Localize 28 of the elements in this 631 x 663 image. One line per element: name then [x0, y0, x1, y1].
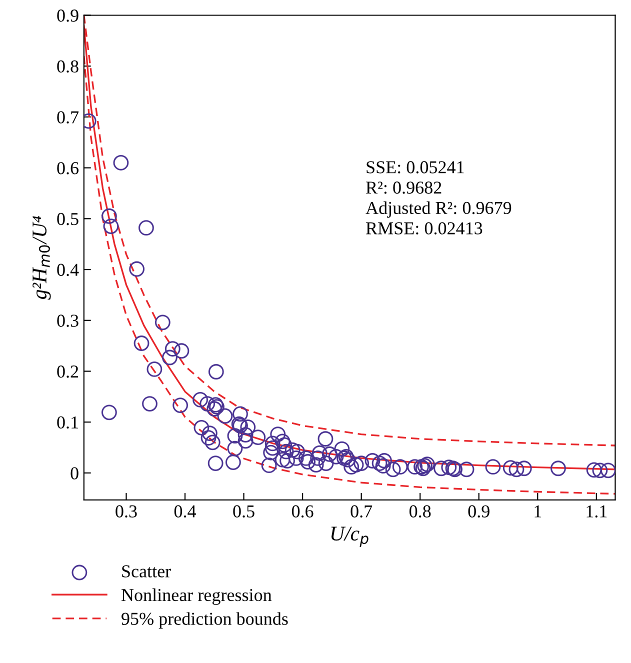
y-tick-label: 0 [70, 467, 78, 480]
x-tick-label: 1 [534, 505, 542, 518]
x-tick-label: 0.9 [468, 505, 490, 518]
x-tick-label: 0.6 [292, 505, 314, 518]
annotation: SSE: 0.05241 [366, 161, 464, 174]
y-tick-label: 0.3 [57, 314, 78, 327]
legend-label: 95% prediction bounds [122, 612, 288, 629]
x-tick-label: 0.4 [174, 505, 196, 518]
x-tick-label: 0.3 [116, 505, 137, 518]
y-tick-label: 0.2 [57, 365, 78, 378]
legend-label: Nonlinear regression [121, 588, 272, 605]
x-tick-label: 1.1 [586, 505, 607, 518]
y-tick-label: 0.8 [57, 60, 78, 73]
x-axis-title: U/c$_{p}$ [331, 526, 368, 547]
y-tick-label: 0.6 [57, 162, 79, 174]
annotation: Adjusted R²: 0.9679 [366, 201, 512, 218]
y-tick-label: 0.4 [57, 264, 79, 276]
x-tick-label: 0.7 [350, 505, 372, 518]
y-tick-label: 0.7 [57, 111, 79, 124]
legend-label: Scatter [122, 565, 171, 578]
x-tick-label: 0.5 [233, 505, 254, 518]
y-tick-label: 0.1 [57, 416, 78, 429]
annotation: R²: 0.9682 [366, 182, 442, 194]
y-tick-label: 0.9 [57, 10, 78, 22]
y-tick-label: 0.5 [57, 212, 78, 226]
annotation: RMSE: 0.02413 [366, 222, 482, 234]
x-tick-label: 0.8 [410, 505, 431, 518]
y-axis-title: g²H$_{m0}$/U⁴ [32, 216, 51, 300]
